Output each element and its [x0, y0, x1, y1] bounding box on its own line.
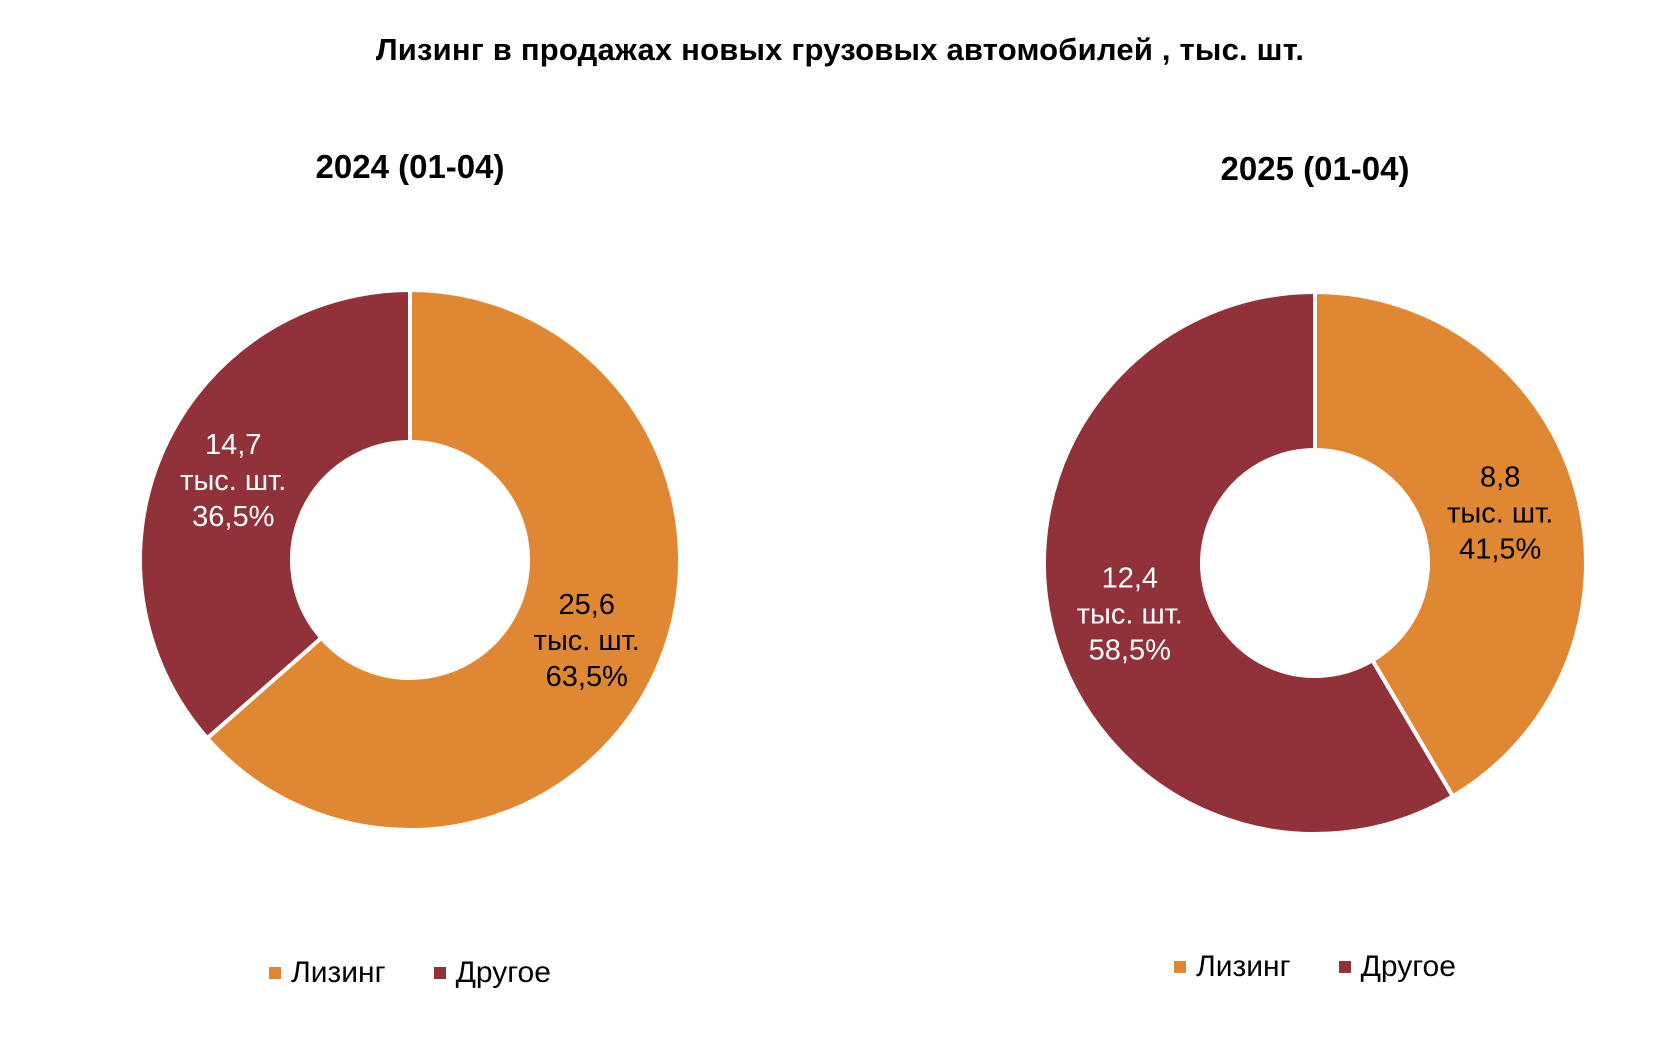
chart-2024: 2024 (01-04) 25,6 тыс. шт. 63,5% 14,7 тыс. ш… [60, 130, 760, 1010]
data-label-other: 12,4 тыс. шт. 58,5% [1077, 563, 1183, 667]
data-label-leasing: 25,6 тыс. шт. 63,5% [534, 589, 640, 693]
data-label-line: тыс. шт. [1447, 497, 1553, 529]
legend-swatch-leasing [1174, 961, 1187, 973]
data-label-line: 36,5% [192, 501, 274, 533]
donut-chart-2025: 8,8 тыс. шт. 41,5% 12,4 тыс. шт. 58,5% [1042, 289, 1588, 836]
legend-swatch-other [433, 967, 446, 979]
data-label-line: 58,5% [1089, 635, 1171, 667]
chart-2025: 2025 (01-04) 8,8 тыс. шт. 41,5% 12,4 тыс. шт… [965, 130, 1665, 1010]
chart-title-2024: 2024 (01-04) [315, 148, 505, 185]
data-label-line: 25,6 [559, 589, 615, 621]
slice-leasing [1313, 289, 1588, 800]
legend-swatch-leasing [269, 967, 282, 979]
data-label-line: 14,7 [205, 429, 261, 461]
legend-item-leasing: Лизинг [1174, 950, 1291, 984]
slice-other [1042, 289, 1456, 836]
legend-2025: Лизинг Другое [965, 950, 1665, 984]
data-label-line: 63,5% [546, 661, 628, 693]
data-label-line: тыс. шт. [1077, 599, 1183, 631]
legend-item-other: Другое [1338, 950, 1456, 984]
donut-chart-2024: 25,6 тыс. шт. 63,5% 14,7 тыс. шт. 36,5% [138, 287, 682, 832]
data-label-other: 14,7 тыс. шт. 36,5% [180, 429, 286, 533]
legend-2024: Лизинг Другое [60, 956, 760, 990]
legend-item-other: Другое [433, 956, 551, 990]
data-label-line: 12,4 [1102, 563, 1158, 595]
data-label-line: 8,8 [1480, 461, 1520, 493]
legend-label-leasing: Лизинг [291, 956, 386, 989]
data-label-leasing: 8,8 тыс. шт. 41,5% [1447, 461, 1553, 565]
legend-label-other: Другое [1360, 950, 1456, 983]
data-label-line: 41,5% [1459, 533, 1541, 565]
main-title: Лизинг в продажах новых грузовых автомоб… [375, 32, 1305, 67]
data-label-line: тыс. шт. [180, 465, 286, 497]
legend-swatch-other [1338, 961, 1351, 973]
chart-title-2025: 2025 (01-04) [1220, 150, 1410, 187]
slice-other [138, 287, 412, 742]
data-label-line: тыс. шт. [534, 625, 640, 657]
legend-label-other: Другое [455, 956, 551, 989]
slice-leasing [204, 287, 682, 832]
legend-item-leasing: Лизинг [269, 956, 386, 990]
legend-label-leasing: Лизинг [1196, 950, 1291, 983]
